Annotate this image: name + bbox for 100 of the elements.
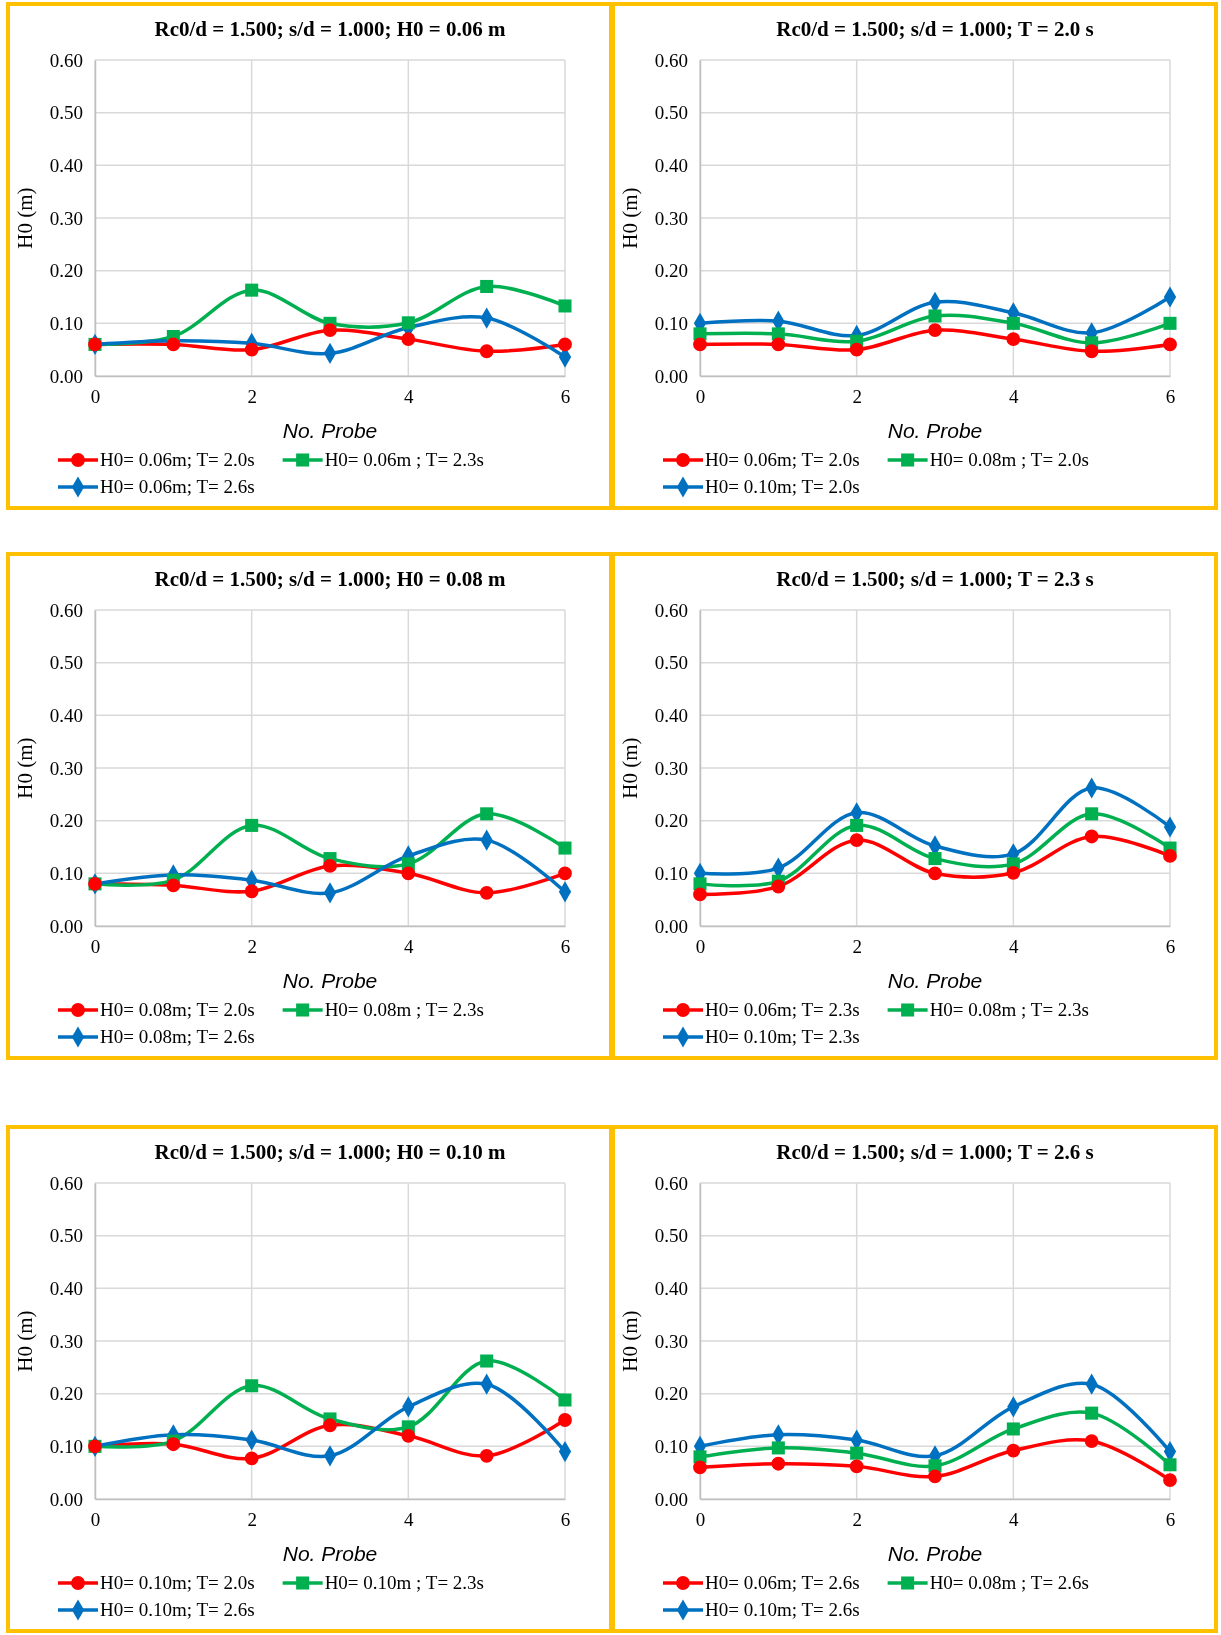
point <box>693 887 707 902</box>
x-axis-title: No. Probe <box>887 1542 983 1565</box>
point <box>480 279 494 293</box>
point <box>401 316 415 330</box>
y-tick-label: 0.20 <box>654 260 688 282</box>
x-tick-label: 6 <box>560 936 571 958</box>
y-tick-label: 0.50 <box>49 102 83 124</box>
y-tick-label: 0.30 <box>49 1330 83 1352</box>
point <box>1006 1443 1021 1458</box>
y-tick-label: 0.30 <box>654 757 688 779</box>
point <box>245 283 259 297</box>
legend-label: H0= 0.10m; T= 2.6s <box>100 1599 255 1620</box>
y-axis-title: H0 (m) <box>618 1310 642 1372</box>
x-tick-label: 6 <box>560 1509 571 1531</box>
point <box>558 841 572 855</box>
point <box>323 1418 337 1433</box>
y-tick-label: 0.10 <box>654 312 688 334</box>
y-tick-label: 0.40 <box>49 154 83 176</box>
y-axis-title: H0 (m) <box>618 187 642 249</box>
y-tick-label: 0.40 <box>654 1277 688 1299</box>
point <box>850 1446 864 1460</box>
y-tick-label: 0.40 <box>654 154 688 176</box>
y-tick-label: 0.30 <box>49 207 83 229</box>
y-tick-label: 0.50 <box>654 652 688 674</box>
y-tick-label: 0.10 <box>49 1435 83 1457</box>
x-tick-label: 4 <box>1009 386 1020 408</box>
x-tick-label: 4 <box>1009 936 1020 958</box>
point <box>480 807 494 821</box>
chart-title: Rc0/d = 1.500; s/d = 1.000; T = 2.3 s <box>776 567 1094 591</box>
x-tick-label: 2 <box>247 936 257 958</box>
y-tick-label: 0.20 <box>49 260 83 282</box>
point <box>928 309 942 323</box>
y-axis-title: H0 (m) <box>618 737 642 799</box>
point <box>558 1413 572 1427</box>
point <box>693 1460 707 1475</box>
point <box>480 1354 494 1368</box>
x-tick-label: 2 <box>247 386 257 408</box>
y-axis-title: H0 (m) <box>13 187 37 249</box>
legend-label: H0= 0.06m; T= 2.6s <box>100 476 255 497</box>
x-tick-label: 4 <box>404 1509 415 1531</box>
x-tick-label: 0 <box>695 1509 706 1531</box>
y-tick-label: 0.00 <box>49 1488 83 1510</box>
x-tick-label: 4 <box>404 386 415 408</box>
x-tick-label: 6 <box>560 386 571 408</box>
y-tick-label: 0.40 <box>49 1277 83 1299</box>
y-tick-label: 0.10 <box>654 1435 688 1457</box>
chart-title: Rc0/d = 1.500; s/d = 1.000; T = 2.6 s <box>776 1140 1094 1164</box>
chart-title: Rc0/d = 1.500; s/d = 1.000; T = 2.0 s <box>776 17 1094 41</box>
y-tick-label: 0.00 <box>654 1488 688 1510</box>
point <box>849 833 864 848</box>
point <box>1085 807 1099 821</box>
point <box>401 866 416 881</box>
x-axis-title: No. Probe <box>282 419 378 442</box>
y-tick-label: 0.60 <box>654 49 688 71</box>
x-tick-label: 2 <box>852 936 862 958</box>
y-tick-label: 0.10 <box>49 862 83 884</box>
point <box>244 1451 259 1466</box>
x-tick-label: 6 <box>1165 936 1176 958</box>
x-tick-label: 2 <box>852 386 862 408</box>
legend-label: H0= 0.10m; T= 2.6s <box>705 1599 860 1620</box>
legend-label: H0= 0.08m; T= 2.6s <box>100 1026 255 1047</box>
point <box>771 1456 786 1471</box>
point <box>166 878 181 893</box>
y-tick-label: 0.50 <box>654 1225 688 1247</box>
legend-label: H0= 0.10m; T= 2.3s <box>705 1026 860 1047</box>
y-axis-title: H0 (m) <box>13 1310 37 1372</box>
point <box>850 818 864 832</box>
y-tick-label: 0.20 <box>49 1383 83 1405</box>
point <box>771 879 786 894</box>
legend-label: H0= 0.08m ; T= 2.6s <box>929 1572 1089 1593</box>
point <box>693 337 707 352</box>
point <box>771 337 786 352</box>
legend-label: H0= 0.06m; T= 2.6s <box>705 1572 860 1593</box>
point <box>166 1437 181 1452</box>
point <box>401 332 416 347</box>
point <box>558 299 572 313</box>
point <box>849 342 864 357</box>
point <box>1163 337 1177 352</box>
point <box>479 344 494 359</box>
point <box>1163 1458 1177 1472</box>
y-axis-title: H0 (m) <box>13 737 37 799</box>
legend-label: H0= 0.06m ; T= 2.3s <box>324 449 484 470</box>
point <box>244 884 259 899</box>
point <box>245 1379 259 1393</box>
point <box>1163 849 1177 863</box>
point <box>479 885 494 900</box>
point <box>849 1459 864 1474</box>
legend-label: H0= 0.10m; T= 2.0s <box>100 1572 255 1593</box>
point <box>1163 316 1177 330</box>
y-tick-label: 0.00 <box>49 365 83 387</box>
point <box>558 866 572 881</box>
x-tick-label: 0 <box>695 936 706 958</box>
point <box>244 342 259 357</box>
x-axis-title: No. Probe <box>887 969 983 992</box>
y-tick-label: 0.50 <box>654 102 688 124</box>
point <box>166 337 181 352</box>
legend-label: H0= 0.06m; T= 2.3s <box>705 999 860 1020</box>
x-tick-label: 4 <box>404 936 415 958</box>
x-tick-label: 6 <box>1165 386 1176 408</box>
y-tick-label: 0.00 <box>49 915 83 937</box>
